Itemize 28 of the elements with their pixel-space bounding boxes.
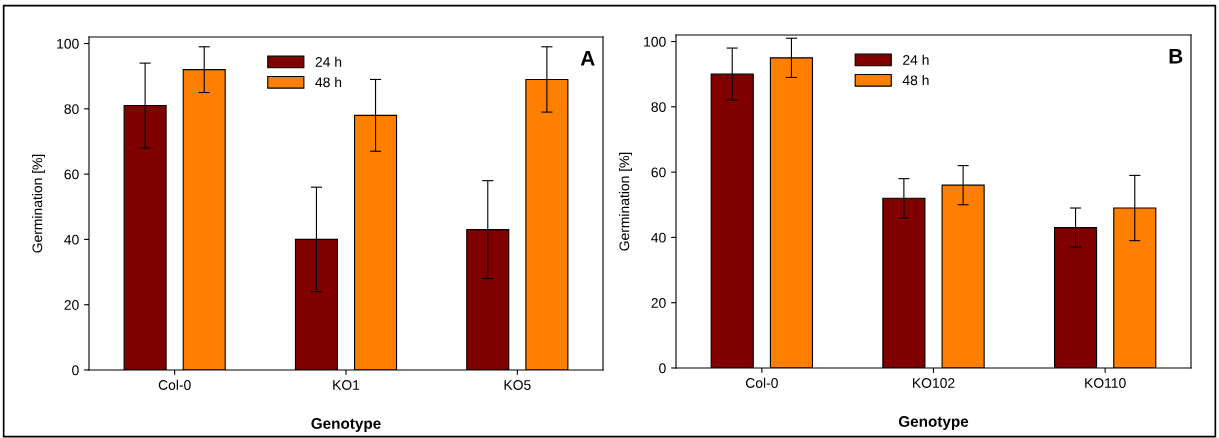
- y-tick-label: 80: [651, 102, 666, 112]
- x-tick-label: KO1: [333, 380, 360, 390]
- y-tick-label: 100: [57, 38, 79, 49]
- annotation: B: [1169, 49, 1183, 64]
- legend-label: 24 h: [315, 56, 342, 67]
- legend-label: 24 h: [903, 54, 929, 65]
- y-tick-label: 60: [651, 167, 666, 178]
- y-tick-label: 0: [659, 363, 666, 374]
- y-tick-label: 80: [64, 104, 79, 114]
- y-tick-label: 0: [72, 365, 79, 376]
- annotation: A: [580, 51, 595, 66]
- y-tick-label: 20: [651, 298, 666, 308]
- y-tick-label: 60: [64, 169, 79, 180]
- legend-label: 48 h: [902, 75, 929, 86]
- legend-label: 48 h: [315, 77, 342, 88]
- y-tick-label: 40: [651, 232, 666, 243]
- y-tick-label: 40: [64, 234, 79, 245]
- x-axis-title: Genotype: [898, 416, 969, 430]
- x-tick-label: Col-0: [745, 377, 778, 388]
- x-tick-label: KO5: [504, 380, 531, 390]
- x-tick-label: KO110: [1085, 378, 1126, 388]
- y-tick-label: 20: [64, 300, 79, 310]
- x-tick-label: Col-0: [158, 379, 191, 390]
- y-axis-title: Germination [%]: [32, 154, 45, 253]
- x-tick-label: KO102: [913, 378, 955, 388]
- y-tick-label: 100: [644, 36, 666, 47]
- x-axis-title: Genotype: [311, 418, 381, 432]
- y-axis-title: Germination [%]: [619, 152, 632, 251]
